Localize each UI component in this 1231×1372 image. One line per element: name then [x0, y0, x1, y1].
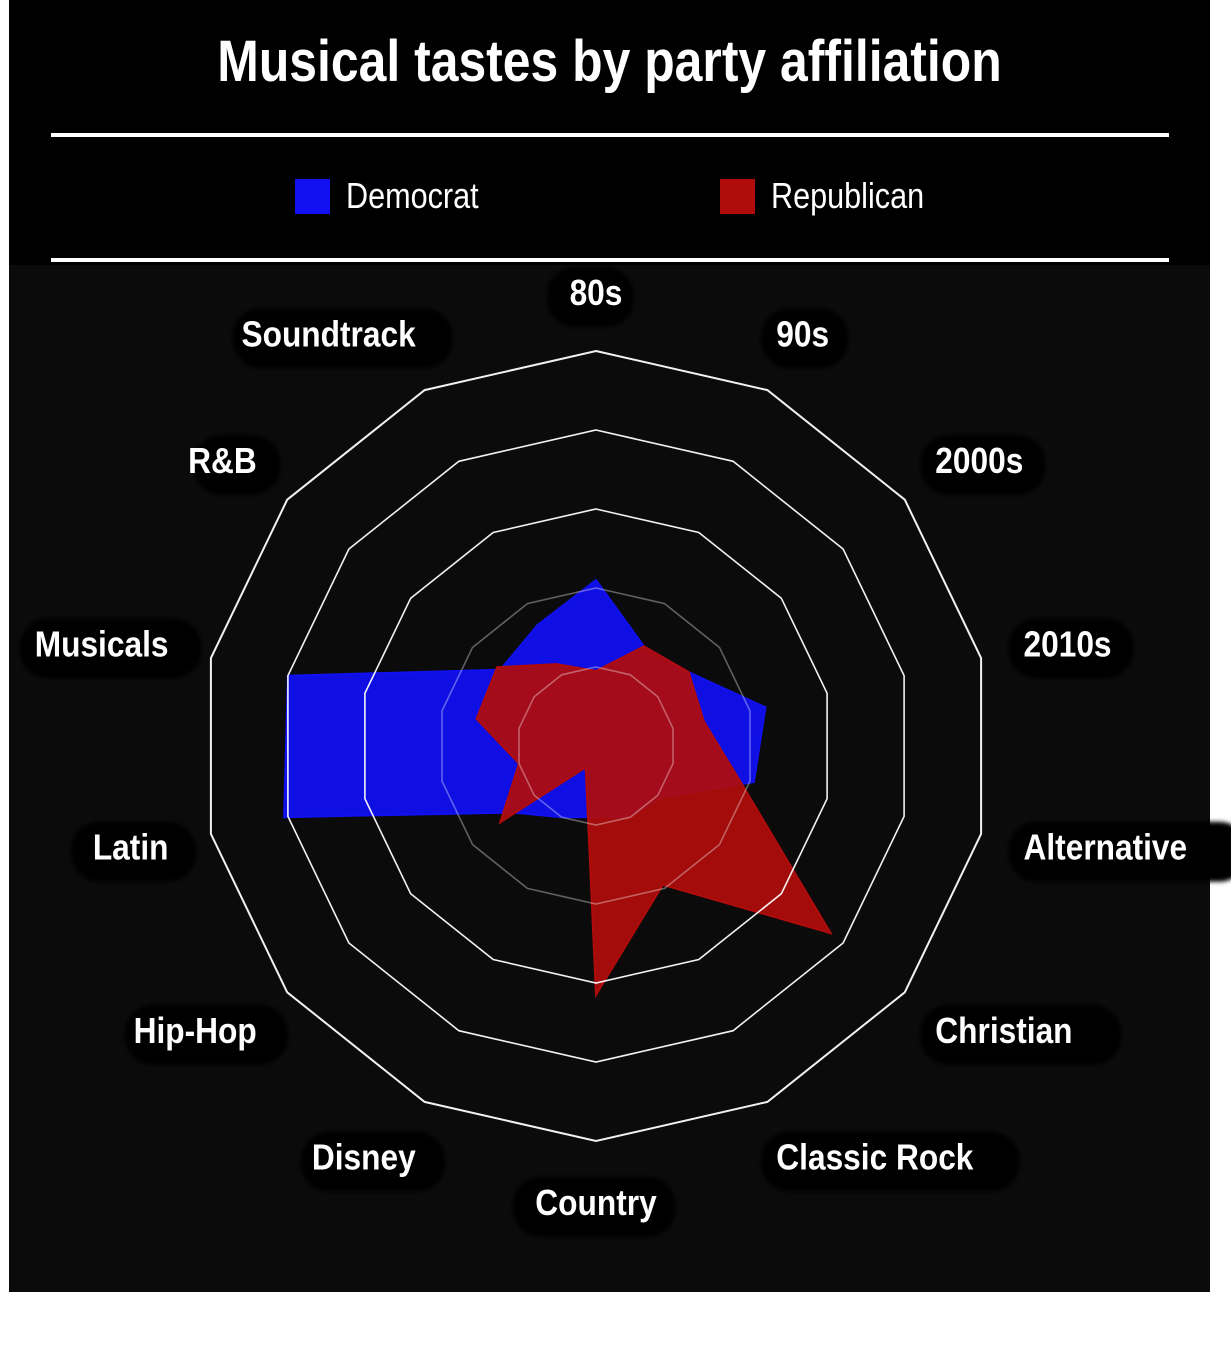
axis-label-christian: Christian: [935, 1011, 1072, 1051]
series-republican-area: [475, 645, 833, 999]
axis-label-latin: Latin: [93, 828, 169, 868]
point-republican-1: [643, 645, 645, 648]
point-republican-2: [687, 671, 690, 674]
axis-label-bg-0: [546, 267, 634, 327]
legend-item-democrat: Democrat: [295, 175, 502, 216]
axis-label-disney: Disney: [312, 1138, 416, 1178]
point-republican-13: [555, 663, 558, 666]
point-republican-5: [829, 932, 832, 935]
radar-chart: 80s 90s 2000s 2010s Alternative Christian Clas…: [19, 267, 1231, 1237]
axis-label-bg-4: [1008, 821, 1231, 882]
point-democrat-10: [283, 816, 286, 819]
point-democrat-13: [536, 624, 539, 626]
point-republican-6: [661, 883, 664, 886]
axis-label-hip-hop: Hip-Hop: [134, 1011, 257, 1051]
radar-grid: [209, 349, 983, 1143]
header-divider-top: [51, 133, 1169, 137]
axis-label-bg-5: [920, 1004, 1122, 1065]
axis-label-backgrounds: [19, 267, 1231, 1237]
point-democrat-3: [764, 706, 767, 709]
point-republican-11: [475, 717, 478, 720]
point-republican-8: [584, 766, 587, 769]
point-democrat-0: [595, 579, 597, 582]
grid-ring-2: [441, 587, 751, 905]
point-republican-9: [499, 821, 502, 824]
point-democrat-8: [560, 816, 563, 819]
series-layer: [283, 578, 833, 999]
axis-label-bg-10: [71, 821, 196, 882]
point-republican-0: [595, 670, 597, 672]
point-republican-10: [518, 762, 520, 765]
legend-swatch-democrat: [295, 178, 330, 214]
axis-label-bg-13: [232, 308, 453, 369]
point-republican-4: [737, 777, 740, 780]
grid-ring-4: [287, 429, 905, 1063]
point-republican-7: [595, 993, 597, 996]
legend-swatch-republican: [720, 178, 755, 214]
axis-label-r-b: R&B: [188, 441, 257, 481]
axis-label-bg-2: [920, 435, 1046, 496]
axis-label-bg-8: [301, 1131, 446, 1192]
axis-label-soundtrack: Soundtrack: [242, 314, 416, 354]
header-divider-bottom: [51, 258, 1169, 262]
axis-label-90s: 90s: [776, 314, 829, 354]
legend-item-republican: Republican: [720, 175, 951, 216]
axis-label-bg-7: [512, 1177, 676, 1237]
legend-label-democrat: Democrat: [346, 175, 479, 216]
point-republican-3: [702, 720, 705, 723]
point-republican-12: [496, 666, 499, 669]
axis-label-musicals: Musicals: [35, 624, 169, 664]
grid-ring-3: [364, 508, 828, 984]
axis-labels: 80s 90s 2000s 2010s Alternative Christian Clas…: [35, 273, 1187, 1223]
axis-label-bg-6: [761, 1131, 1020, 1192]
axis-label-bg-9: [125, 1004, 288, 1065]
axis-label-2010s: 2010s: [1024, 624, 1112, 664]
chart-title: Musical tastes by party affiliation: [217, 29, 1002, 94]
legend-label-republican: Republican: [771, 175, 925, 216]
axis-label-80s: 80s: [570, 273, 623, 313]
point-democrat-4: [752, 781, 755, 783]
axis-label-bg-11: [19, 618, 202, 679]
grid-ring-1: [518, 666, 674, 826]
axis-label-bg-3: [1008, 618, 1134, 679]
chart-header: Musical tastes by party affiliation Demo…: [9, 0, 1210, 265]
axis-label-bg-12: [193, 435, 281, 496]
axis-label-classic-rock: Classic Rock: [776, 1138, 973, 1178]
axis-label-2000s: 2000s: [935, 441, 1023, 481]
grid-ring-5: [209, 349, 983, 1143]
axis-label-alternative: Alternative: [1024, 828, 1188, 868]
axis-label-bg-1: [761, 308, 849, 369]
axis-label-country: Country: [535, 1183, 657, 1223]
